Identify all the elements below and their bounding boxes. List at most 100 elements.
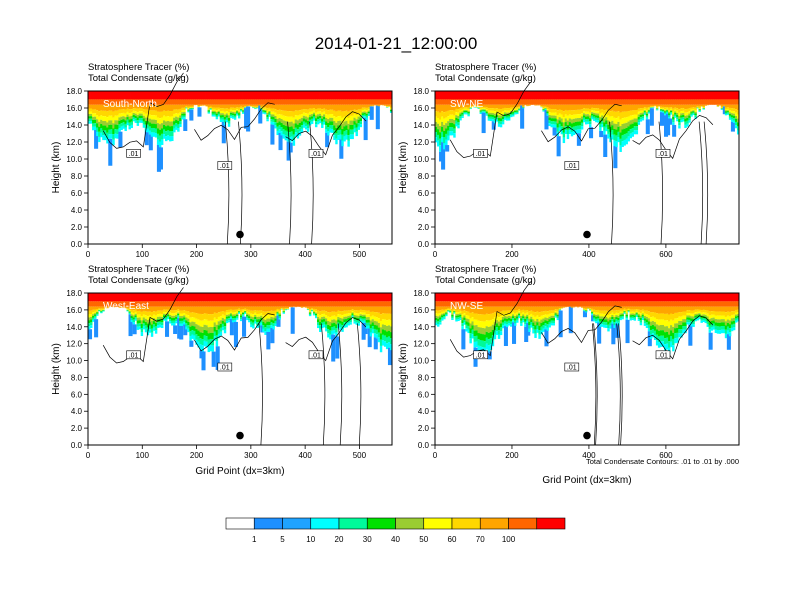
colorbar-swatch [395, 517, 425, 530]
y-tick-label: 10.0 [66, 155, 82, 164]
y-axis-label: Height (km) [398, 343, 409, 395]
y-tick-label: 2.0 [418, 424, 430, 433]
colorbar-swatch [508, 517, 538, 530]
contour-label: .01 [658, 352, 668, 359]
panel-sw-ne: Stratosphere Tracer (%)Total Condensate … [398, 62, 740, 259]
x-tick-label: 500 [353, 250, 367, 259]
panel-south-north: Stratosphere Tracer (%)Total Condensate … [51, 62, 393, 259]
location-dot [583, 230, 591, 239]
colorbar-swatch [366, 517, 396, 530]
contour-label-box [473, 350, 488, 360]
y-tick-label: 12.0 [413, 138, 429, 147]
panel-nw-se: Stratosphere Tracer (%)Total Condensate … [398, 264, 740, 460]
y-tick-label: 2.0 [71, 223, 83, 232]
y-tick-label: 18.0 [66, 87, 82, 96]
x-tick-label: 200 [190, 250, 204, 259]
colorbar-label: 30 [363, 535, 372, 544]
y-tick-label: 14.0 [413, 323, 429, 332]
y-tick-label: 2.0 [418, 223, 430, 232]
y-tick-label: 18.0 [413, 289, 429, 298]
y-tick-label: 10.0 [413, 357, 429, 366]
panel-name: South-North [103, 99, 157, 110]
contour-label-box [655, 350, 671, 360]
colorbar-swatch [479, 517, 509, 530]
y-tick-label: 6.0 [71, 189, 83, 198]
header-condensate: Total Condensate (g/kg) [88, 73, 189, 84]
tracer-shading [435, 91, 740, 170]
location-dot [236, 431, 244, 440]
contour-label-box [126, 350, 141, 360]
contour-label-box [473, 149, 488, 158]
location-dot [236, 230, 244, 239]
y-tick-label: 14.0 [413, 121, 429, 130]
x-tick-label: 100 [136, 451, 150, 460]
contour-label: .01 [220, 163, 230, 170]
header-tracer: Stratosphere Tracer (%) [435, 264, 536, 275]
colorbar-swatch [451, 517, 481, 530]
contour-label-box [564, 161, 580, 170]
x-tick-label: 400 [298, 250, 312, 259]
x-tick-label: 0 [433, 250, 438, 259]
contour-label: .01 [567, 163, 577, 170]
panel-name: West-East [103, 301, 149, 312]
y-tick-label: 8.0 [418, 373, 430, 382]
colorbar-label: 20 [335, 535, 344, 544]
colorbar-label: 1 [252, 535, 257, 544]
panel-name: SW-NE [450, 99, 483, 110]
colorbar-label: 10 [306, 535, 315, 544]
header-tracer: Stratosphere Tracer (%) [435, 62, 536, 73]
colorbar-label: 5 [280, 535, 285, 544]
y-tick-label: 10.0 [66, 357, 82, 366]
y-tick-label: 6.0 [418, 189, 430, 198]
header-condensate: Total Condensate (g/kg) [435, 275, 536, 286]
contour-label-box [308, 350, 324, 360]
y-tick-label: 18.0 [66, 289, 82, 298]
colorbar-label: 40 [391, 535, 400, 544]
y-tick-label: 0.0 [71, 240, 83, 249]
colorbar-swatch [338, 517, 368, 530]
y-tick-label: 0.0 [418, 240, 430, 249]
x-axis-label-left: Grid Point (dx=3km) [195, 466, 284, 477]
contour-label: .01 [311, 151, 321, 158]
y-tick-label: 16.0 [66, 104, 82, 113]
panel-west-east: Stratosphere Tracer (%)Total Condensate … [51, 264, 393, 460]
x-axis-label-right: Grid Point (dx=3km) [542, 475, 631, 486]
x-tick-label: 600 [659, 250, 673, 259]
contour-label-box [564, 362, 580, 372]
x-tick-label: 300 [244, 451, 258, 460]
y-tick-label: 16.0 [413, 104, 429, 113]
y-tick-label: 0.0 [418, 441, 430, 450]
x-tick-label: 0 [86, 451, 91, 460]
y-axis-label: Height (km) [398, 142, 409, 194]
y-tick-label: 4.0 [71, 407, 83, 416]
contour-note: Total Condensate Contours: .01 to .01 by… [586, 457, 739, 466]
colorbar-swatch [225, 517, 255, 530]
y-tick-label: 12.0 [66, 138, 82, 147]
panel-frame [87, 292, 393, 446]
location-dot [583, 431, 591, 440]
y-tick-label: 6.0 [71, 390, 83, 399]
y-tick-label: 18.0 [413, 87, 429, 96]
y-tick-label: 12.0 [413, 340, 429, 349]
y-tick-label: 16.0 [413, 306, 429, 315]
colorbar-swatch [423, 517, 453, 530]
y-tick-label: 4.0 [418, 407, 430, 416]
contour-label: .01 [476, 352, 486, 359]
y-tick-label: 16.0 [66, 306, 82, 315]
contour-label-box [217, 362, 233, 372]
contour-label: .01 [567, 365, 577, 372]
x-tick-label: 500 [353, 451, 367, 460]
y-tick-label: 8.0 [71, 172, 83, 181]
panel-frame [434, 292, 740, 446]
chart-title: 2014-01-21_12:00:00 [315, 34, 478, 53]
header-tracer: Stratosphere Tracer (%) [88, 62, 189, 73]
colorbar-swatch [253, 517, 283, 530]
colorbar-swatch [310, 517, 340, 530]
colorbar-swatch [536, 517, 566, 530]
y-axis-label: Height (km) [51, 142, 62, 194]
x-tick-label: 400 [582, 250, 596, 259]
y-tick-label: 14.0 [66, 121, 82, 130]
y-tick-label: 10.0 [413, 155, 429, 164]
panel-name: NW-SE [450, 301, 483, 312]
colorbar-label: 100 [502, 535, 516, 544]
